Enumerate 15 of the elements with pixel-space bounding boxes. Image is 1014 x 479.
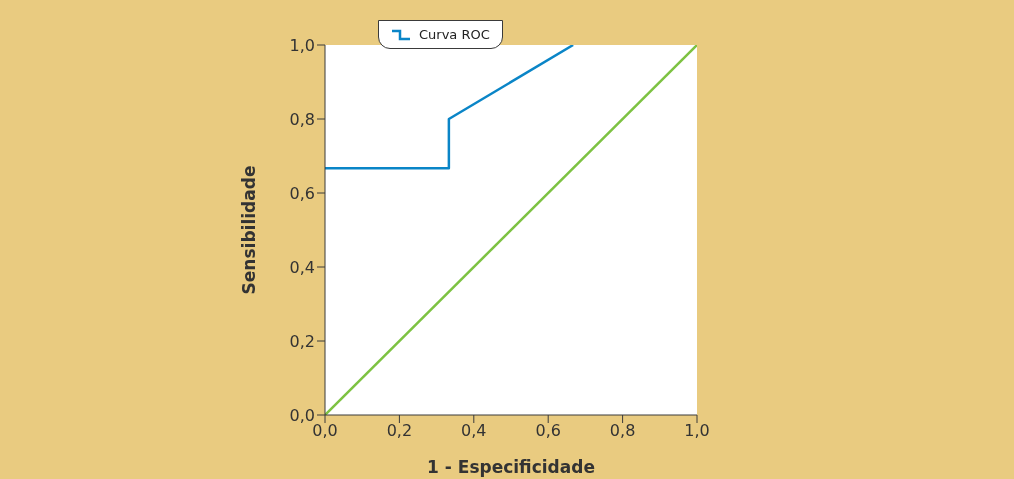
y-tick-label: 1,0 — [289, 35, 315, 55]
y-tick-label: 0,0 — [289, 405, 315, 425]
legend-label: Curva ROC — [419, 27, 490, 42]
x-tick-label: 0,8 — [609, 421, 636, 441]
y-tick-label: 0,6 — [289, 183, 315, 203]
y-tick-label: 0,8 — [289, 109, 315, 129]
x-axis-title: 1 - Especificidade — [427, 457, 595, 477]
y-axis-title: Sensibilidade — [239, 165, 260, 295]
x-tick-label: 0,0 — [312, 421, 338, 441]
x-tick-label: 0,4 — [461, 421, 487, 441]
x-tick-label: 1,0 — [684, 421, 710, 441]
y-tick-label: 0,4 — [289, 257, 315, 277]
y-tick-label: 0,2 — [289, 331, 315, 351]
x-tick-label: 0,2 — [386, 421, 413, 441]
x-tick-label: 0,6 — [535, 421, 561, 441]
